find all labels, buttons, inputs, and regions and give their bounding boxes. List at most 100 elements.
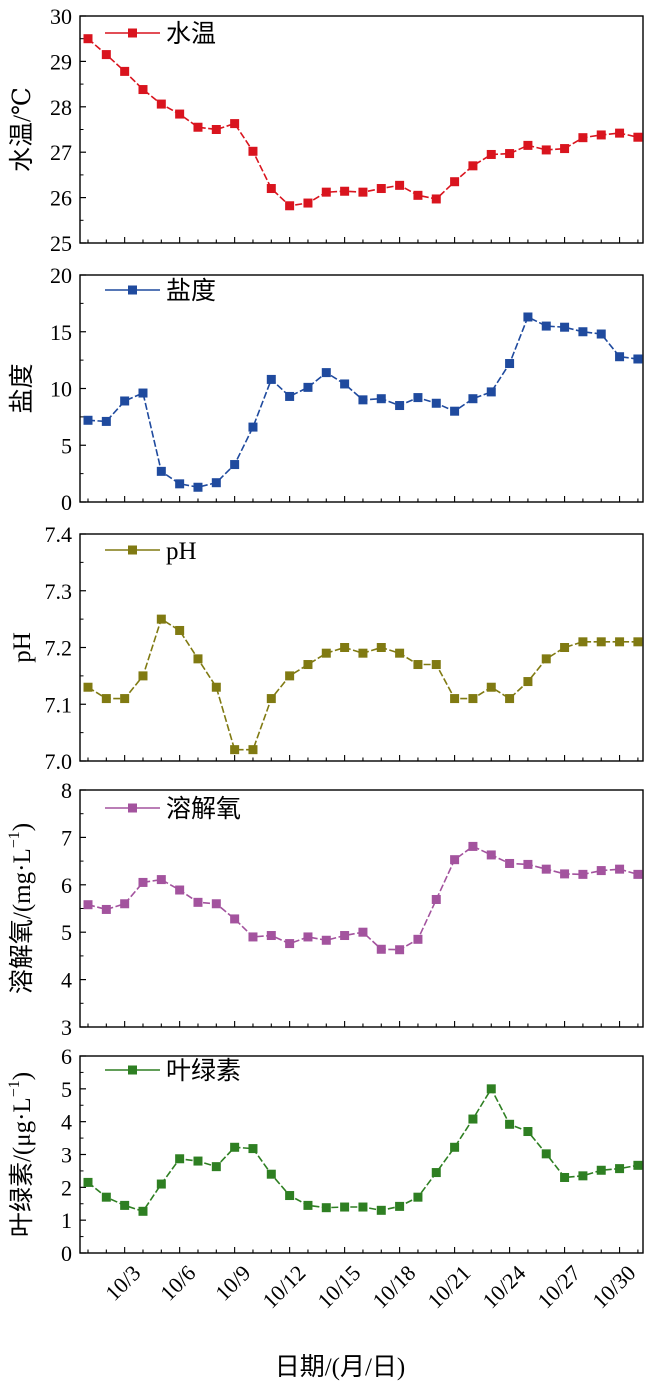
- y-tick-label: 5: [61, 920, 72, 945]
- x-tick-label: 10/9: [210, 1260, 255, 1305]
- data-point: [578, 637, 588, 647]
- data-point: [266, 694, 276, 704]
- data-point: [413, 660, 423, 670]
- data-point: [376, 643, 386, 652]
- data-point: [633, 1160, 643, 1170]
- y-tick-label: 29: [50, 49, 72, 74]
- data-point: [523, 1127, 533, 1137]
- data-point: [266, 184, 276, 194]
- x-tick-label: 10/24: [477, 1260, 530, 1313]
- data-point: [596, 637, 606, 647]
- data-point: [358, 187, 368, 197]
- y-axis-title-main: 叶绿素/(μg·L: [8, 1097, 36, 1237]
- data-point: [450, 855, 460, 865]
- data-point: [230, 1142, 240, 1152]
- data-point: [505, 1119, 515, 1129]
- data-point: [321, 935, 331, 945]
- data-point: [523, 140, 533, 150]
- y-axis-title: 水温/℃: [8, 87, 36, 172]
- data-point: [486, 387, 496, 397]
- data-point: [175, 109, 185, 119]
- data-point: [395, 648, 405, 658]
- data-point: [615, 352, 625, 362]
- data-point: [450, 177, 460, 187]
- legend-label: 盐度: [166, 277, 216, 305]
- data-point: [560, 869, 570, 879]
- data-point: [431, 660, 441, 670]
- data-point: [248, 146, 258, 156]
- data-point: [156, 99, 166, 109]
- data-point: [193, 482, 203, 492]
- y-tick-label: 10: [50, 377, 72, 402]
- y-tick-label: 15: [50, 320, 72, 345]
- data-point: [541, 864, 551, 874]
- data-point: [376, 394, 386, 404]
- data-point: [395, 945, 405, 955]
- data-point: [431, 398, 441, 408]
- data-point: [193, 122, 203, 132]
- data-point: [193, 897, 203, 907]
- data-point: [266, 1169, 276, 1179]
- y-axis-title-main: 溶解氧/(mg·L: [8, 848, 36, 994]
- data-point: [395, 180, 405, 190]
- data-point: [431, 1168, 441, 1178]
- data-point: [175, 885, 185, 895]
- y-tick-label: 6: [61, 1044, 72, 1069]
- series-line-ph: [87, 617, 638, 751]
- legend-label: 叶绿素: [166, 1057, 241, 1085]
- data-point: [230, 745, 240, 755]
- data-point: [230, 460, 240, 470]
- panel-chl: 0 1 2 3 4 5 6 叶绿素/(μg·L−1) 叶绿素: [6, 1044, 644, 1266]
- series-line-chl: [87, 1087, 639, 1213]
- data-point: [211, 478, 221, 488]
- panel-frame: [79, 15, 644, 244]
- data-point: [358, 395, 368, 405]
- y-axis-title: pH: [9, 632, 36, 663]
- y-axis-title-main: 水温/℃: [8, 87, 36, 172]
- data-point: [376, 944, 386, 954]
- data-point: [578, 133, 588, 143]
- data-point: [321, 648, 331, 658]
- data-point: [450, 1142, 460, 1152]
- y-tick-label: 1: [61, 1208, 72, 1233]
- data-point: [578, 869, 588, 879]
- data-point: [523, 312, 533, 322]
- data-point: [340, 1202, 350, 1212]
- data-point: [266, 374, 276, 384]
- data-point: [505, 858, 515, 868]
- data-point: [468, 1114, 478, 1124]
- data-point: [505, 694, 515, 704]
- legend-label: 水温: [166, 20, 216, 48]
- y-tick-label: 3: [61, 1143, 72, 1168]
- x-tick-label: 10/18: [367, 1260, 420, 1313]
- data-point: [468, 161, 478, 171]
- data-point: [395, 401, 405, 411]
- data-point: [596, 1165, 606, 1175]
- data-point: [560, 322, 570, 332]
- data-point: [376, 1205, 386, 1215]
- data-point: [138, 85, 148, 95]
- panel-ph: 7.0 7.1 7.2 7.3 7.4 pH pH: [9, 522, 644, 774]
- panel-frame: [79, 1055, 644, 1254]
- data-point: [248, 745, 258, 755]
- data-point: [615, 864, 625, 874]
- data-point: [413, 934, 423, 944]
- data-point: [156, 1179, 166, 1189]
- data-point: [633, 132, 643, 142]
- chart-panels: 252627282930水温/℃水温05101520盐度盐度7.07.17.27…: [6, 4, 644, 1266]
- y-tick-label: 4: [61, 1110, 72, 1135]
- data-point: [248, 1144, 258, 1154]
- data-point: [633, 869, 643, 879]
- data-point: [303, 660, 313, 670]
- y-axis-title-superscript: −1: [6, 1080, 23, 1097]
- data-point: [358, 648, 368, 658]
- data-point: [376, 184, 386, 194]
- y-tick-label: 8: [61, 778, 72, 803]
- data-point: [303, 198, 313, 208]
- data-point: [340, 379, 350, 389]
- data-point: [248, 422, 258, 432]
- y-axis-title-superscript: −1: [6, 831, 23, 848]
- data-point: [486, 850, 496, 860]
- data-point: [120, 1200, 130, 1210]
